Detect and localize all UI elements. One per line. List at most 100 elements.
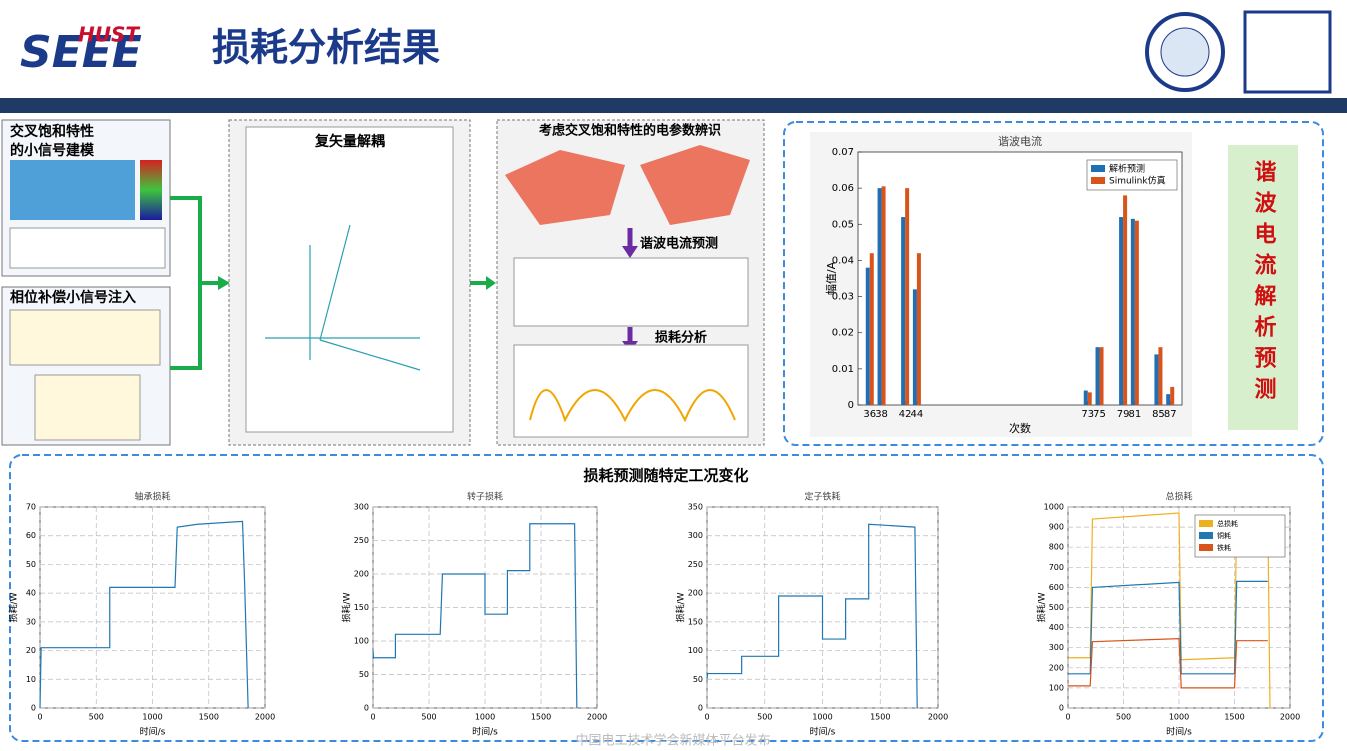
line-series (706, 523, 918, 709)
y-tick-label: 600 (1049, 583, 1064, 592)
chart-title: 定子铁耗 (804, 491, 840, 503)
y-tick-label: 50 (693, 675, 703, 684)
x-tick-label: 2000 (255, 713, 275, 722)
bar (916, 253, 921, 405)
bar (1087, 392, 1092, 405)
block-diagram (9, 309, 161, 366)
legend-swatch (1199, 520, 1213, 527)
legend-swatch (1199, 544, 1213, 551)
bar (877, 188, 882, 405)
chart-title: 总损耗 (1165, 491, 1192, 503)
surface-plot (640, 145, 750, 225)
side-label-box (1228, 145, 1298, 430)
vector-sketch (265, 224, 421, 371)
y-tick-label: 700 (1049, 563, 1064, 572)
bar (901, 217, 906, 405)
x-tick-label: 81 (1129, 409, 1142, 420)
plot-area (857, 151, 1183, 406)
y-tick-label: 0 (364, 704, 369, 713)
school-badge (1145, 12, 1225, 92)
bar (905, 188, 910, 405)
x-tick-label: 1000 (1169, 713, 1189, 722)
panel-title: 复矢量解耦 (314, 133, 385, 150)
side-label: 谐波电流解析预测 (1251, 160, 1277, 408)
x-tick-label: 500 (89, 713, 104, 722)
bar (1166, 394, 1171, 405)
panel-title: 损耗分析 (655, 330, 707, 346)
x-tick-label: 44 (911, 409, 924, 420)
y-tick-label: 20 (26, 646, 36, 655)
line-series (1068, 580, 1268, 675)
y-axis-label: 幅值/A (825, 261, 838, 295)
x-tick-label: 1500 (199, 713, 219, 722)
chart-title: 轴承损耗 (134, 491, 170, 503)
y-axis-label: 损耗/W (675, 592, 687, 622)
logo-main: SEEE (20, 27, 142, 78)
x-tick-label: 0 (370, 713, 375, 722)
x-tick-label: 0 (37, 713, 42, 722)
y-tick-label: 0.01 (832, 364, 854, 375)
y-tick-label: 250 (354, 536, 369, 545)
y-tick-label: 50 (26, 560, 36, 569)
x-tick-label: 87 (1164, 409, 1177, 420)
y-tick-label: 300 (688, 531, 703, 540)
bar (1123, 195, 1128, 405)
x-axis-label: 时间/s (1166, 726, 1192, 738)
panel-title: 交叉饱和特性 (10, 123, 94, 140)
header-bar (0, 98, 1347, 113)
y-tick-label: 0.03 (832, 292, 854, 303)
chart-title: 转子损耗 (467, 491, 503, 503)
y-tick-label: 30 (26, 617, 36, 626)
school-badge-inner (1160, 27, 1210, 77)
y-tick-label: 300 (354, 503, 369, 512)
x-tick-label: 36 (863, 409, 876, 420)
x-tick-label: 1000 (475, 713, 495, 722)
y-tick-label: 60 (26, 531, 36, 540)
waveform-image (34, 374, 141, 441)
x-axis-label: 次数 (1009, 421, 1031, 435)
x-tick-label: 1500 (1224, 713, 1244, 722)
slide-title: 损耗分析结果 (212, 26, 440, 70)
legend-label: 铜耗 (1217, 531, 1231, 540)
y-tick-label: 0 (698, 704, 703, 713)
watermark: 中国电工技术学会新媒体平台发布 (575, 733, 770, 749)
y-tick-label: 200 (1049, 663, 1064, 672)
panel-title: 相位补偿小信号注入 (10, 289, 136, 306)
x-tick-label: 2000 (1280, 713, 1300, 722)
y-tick-label: 0 (1059, 704, 1064, 713)
bar (1158, 347, 1163, 405)
y-tick-label: 1000 (1044, 503, 1064, 512)
surface-plot (505, 150, 625, 225)
bar (912, 289, 917, 405)
x-tick-label: 500 (757, 713, 772, 722)
x-tick-label: 1500 (870, 713, 890, 722)
y-tick-label: 400 (1049, 623, 1064, 632)
arrow (486, 276, 496, 290)
y-tick-label: 0.07 (832, 147, 854, 158)
line-series (39, 520, 249, 709)
colorbar (140, 160, 162, 220)
legend-label: 总损耗 (1217, 519, 1238, 528)
bar (1170, 386, 1175, 405)
x-tick-label: 0 (1065, 713, 1070, 722)
x-tick-label: 73 (1081, 409, 1094, 420)
bar (1130, 218, 1135, 405)
x-tick-label: 75 (1093, 409, 1106, 420)
y-tick-label: 250 (688, 560, 703, 569)
arrow (622, 246, 638, 258)
y-tick-label: 100 (354, 637, 369, 646)
loss-wave (529, 389, 736, 423)
x-tick-label: 1500 (531, 713, 551, 722)
y-tick-label: 150 (688, 617, 703, 626)
bar (1095, 347, 1100, 405)
y-tick-label: 0.02 (832, 328, 854, 339)
x-tick-label: 500 (421, 713, 436, 722)
y-tick-label: 200 (688, 589, 703, 598)
bar (869, 253, 874, 405)
highlight-box (783, 121, 1324, 446)
anniversary-logo (1243, 10, 1332, 94)
y-tick-label: 10 (26, 675, 36, 684)
legend-swatch (1091, 165, 1105, 172)
bar (881, 186, 886, 405)
